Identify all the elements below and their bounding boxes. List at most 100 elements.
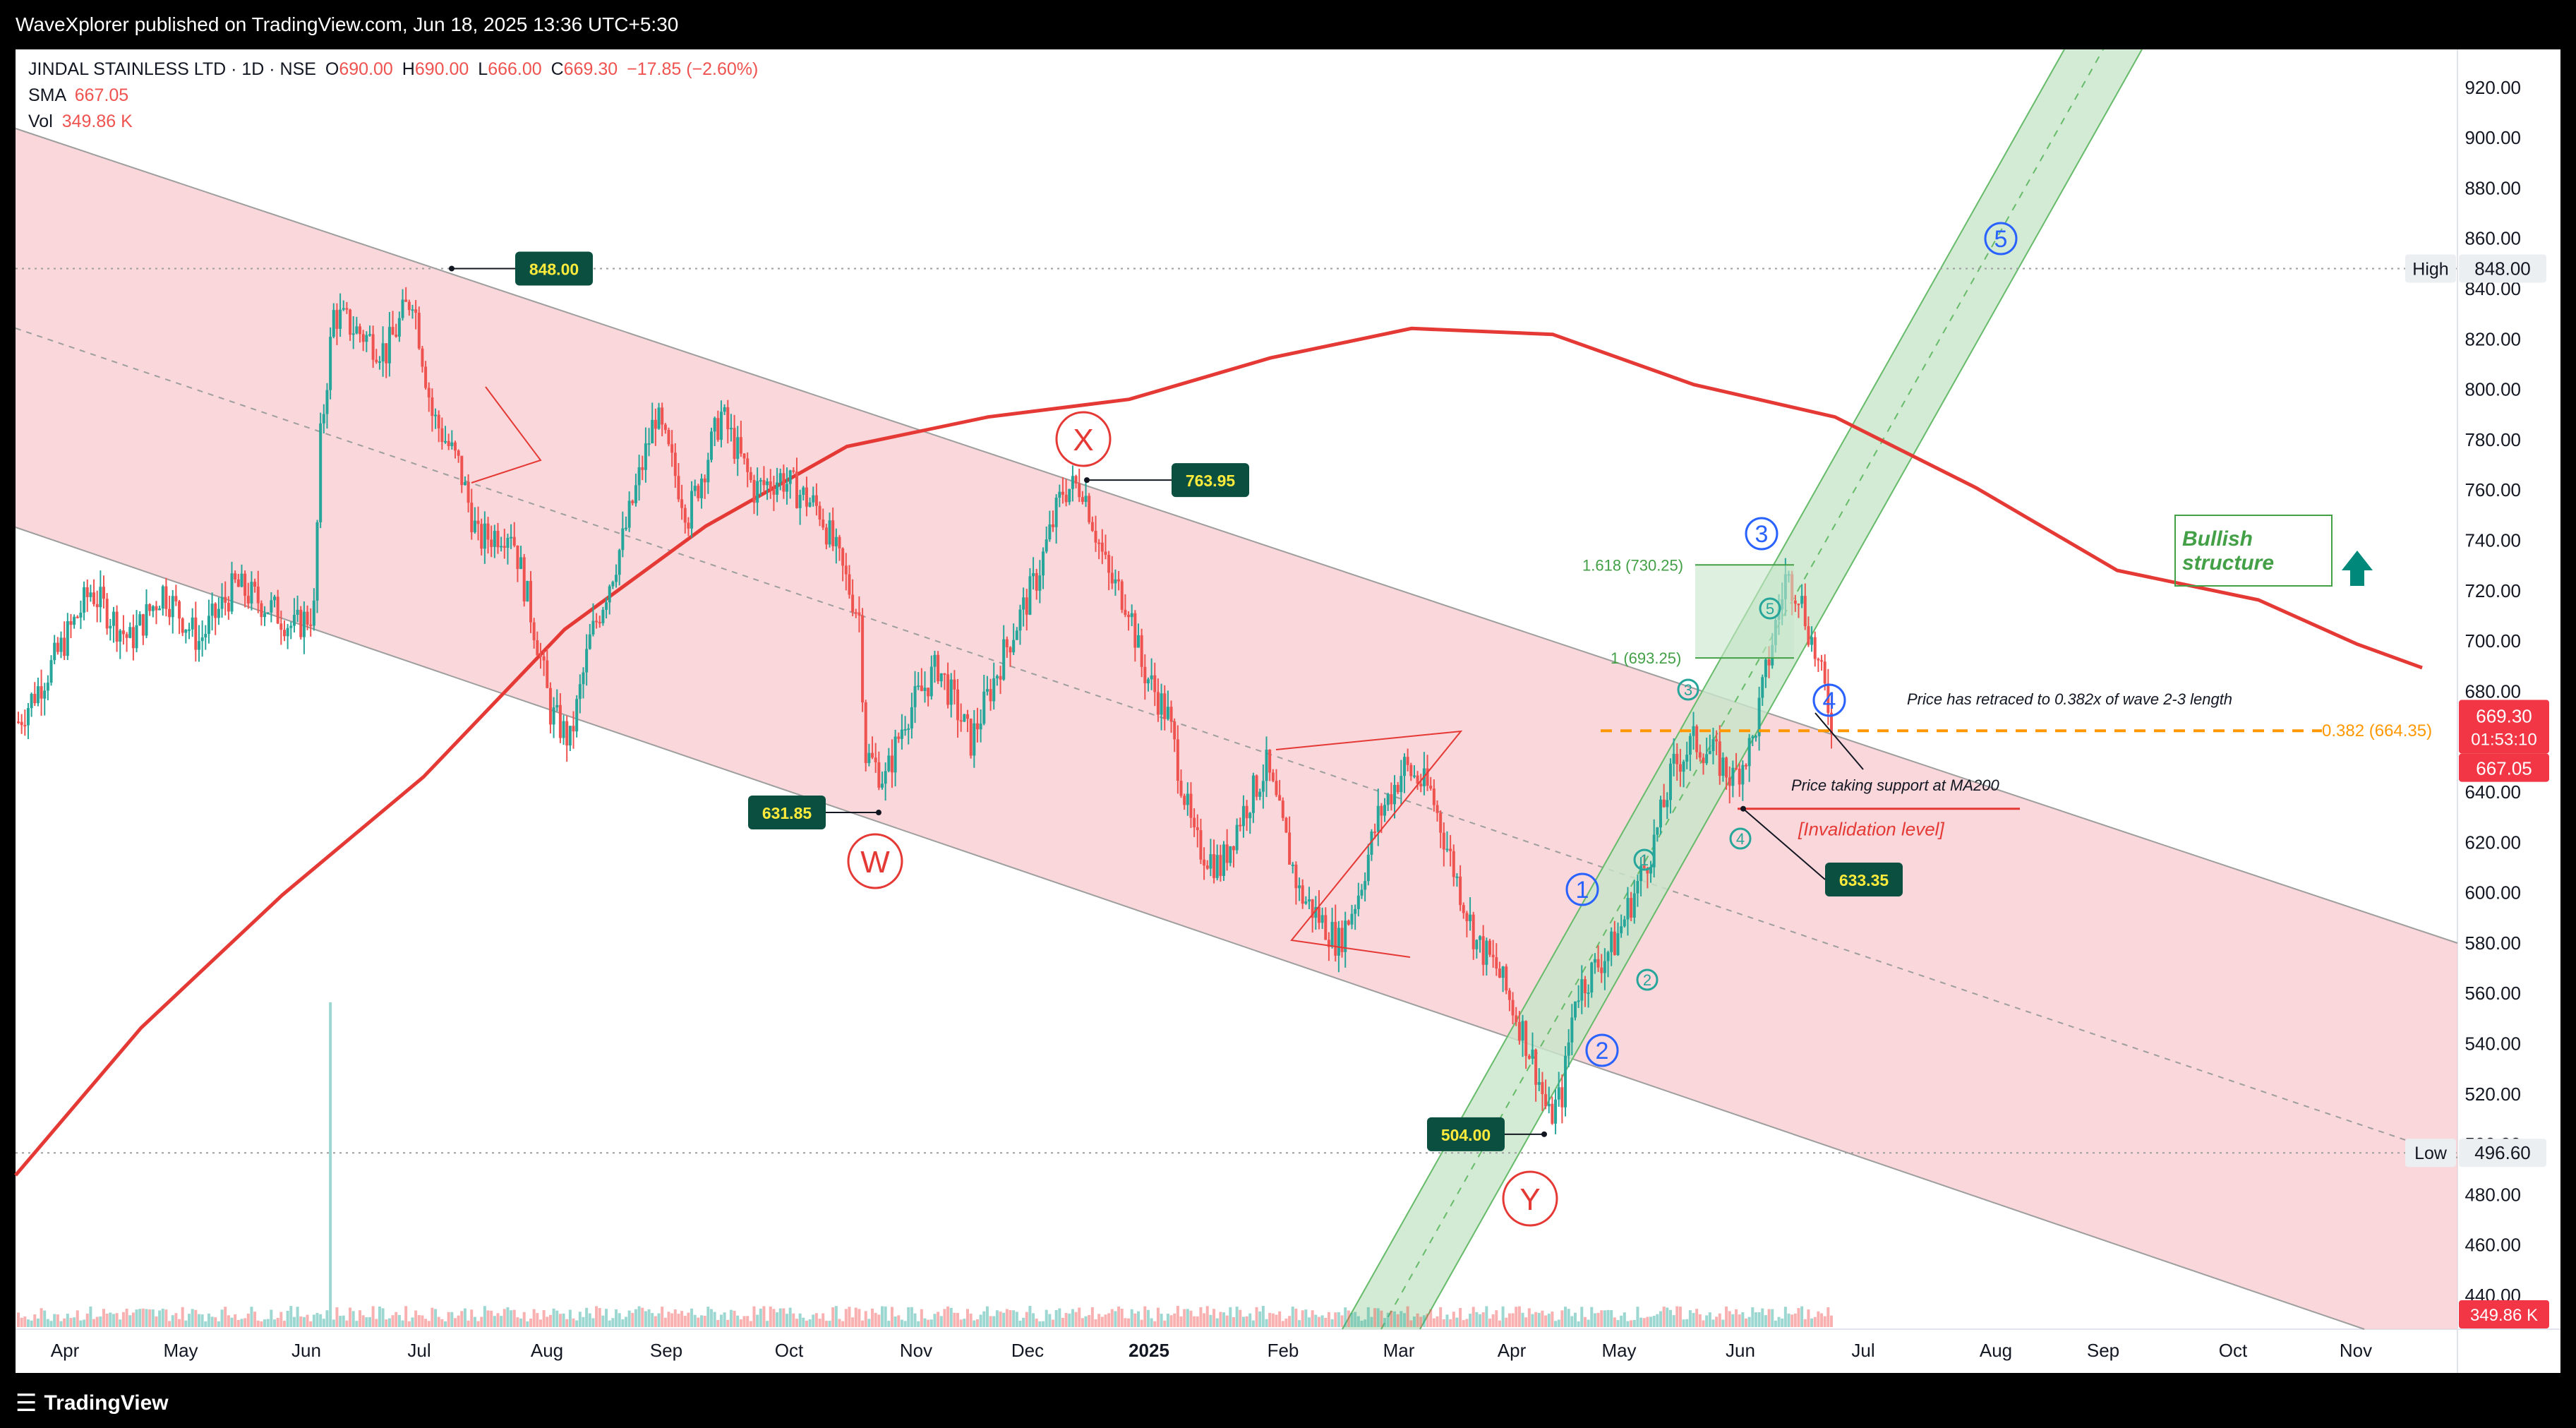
legend-sma-row[interactable]: SMA 667.05 xyxy=(28,83,758,109)
symbol-name[interactable]: JINDAL STAINLESS LTD · 1D · NSE xyxy=(28,59,316,79)
volume-bar xyxy=(1071,1309,1074,1327)
volume-bar xyxy=(1248,1313,1252,1327)
candle-body xyxy=(368,334,371,336)
candle-body xyxy=(516,545,519,570)
candle-body xyxy=(1189,793,1193,818)
candle-body xyxy=(1090,522,1094,532)
volume-bar xyxy=(49,1321,53,1327)
candle-body xyxy=(838,536,841,548)
candle-body xyxy=(654,419,657,429)
candle-body xyxy=(546,660,549,688)
candle-body xyxy=(1209,854,1212,869)
volume-bar xyxy=(480,1316,483,1327)
candle-body xyxy=(939,673,943,682)
candle-body xyxy=(1370,832,1373,855)
candle-body xyxy=(903,729,907,731)
candle-body xyxy=(66,621,69,656)
candle-body xyxy=(506,538,510,548)
volume-bar xyxy=(880,1306,884,1327)
volume-bar xyxy=(1692,1313,1695,1327)
volume-bar xyxy=(1783,1307,1787,1327)
volume-bar xyxy=(1807,1309,1810,1327)
volume-bar xyxy=(956,1312,960,1327)
candle-body xyxy=(864,702,867,764)
minor-3-label-circle xyxy=(1677,678,1699,701)
candle-body xyxy=(1810,637,1814,645)
candle-body xyxy=(1551,1103,1554,1124)
volume-bar xyxy=(431,1307,434,1327)
candle-body xyxy=(256,587,260,604)
candle-body xyxy=(663,424,667,431)
volume-bar xyxy=(385,1319,388,1327)
candle-body xyxy=(276,596,279,624)
candle-body xyxy=(1429,786,1433,789)
candle-body xyxy=(1754,736,1757,738)
publisher-text: WaveXplorer published on TradingView.com… xyxy=(16,13,679,35)
candle-body xyxy=(555,704,559,708)
volume-bar xyxy=(1045,1309,1048,1327)
volume-bar xyxy=(1360,1320,1364,1327)
volume-bar xyxy=(1271,1313,1275,1327)
pivot-tag-label: 633.35 xyxy=(1839,871,1889,889)
candle-body xyxy=(1698,752,1702,758)
volume-bar xyxy=(46,1319,49,1327)
volume-bar xyxy=(1396,1314,1400,1327)
candle-body xyxy=(224,596,227,603)
candle-body xyxy=(263,613,267,618)
volume-bar xyxy=(417,1314,421,1327)
low-tag xyxy=(2405,1139,2456,1168)
volume-bar xyxy=(854,1307,857,1327)
candle-body xyxy=(1557,1087,1560,1100)
volume-bar xyxy=(483,1306,486,1327)
volume-bar xyxy=(1275,1314,1278,1327)
candle-body xyxy=(1245,805,1248,819)
volume-bar xyxy=(1557,1319,1560,1327)
rising-channel-left xyxy=(1342,49,2065,1330)
volume-bar xyxy=(953,1312,956,1327)
volume-bar xyxy=(1507,1313,1511,1327)
volume-bar xyxy=(1186,1309,1189,1327)
candle-body xyxy=(128,627,132,638)
candle-body xyxy=(1255,775,1258,797)
volume-bar xyxy=(788,1307,792,1327)
candle-body xyxy=(874,757,877,762)
volume-bar xyxy=(697,1317,700,1327)
volume-bar xyxy=(1176,1306,1179,1327)
candle-body xyxy=(434,414,438,416)
candle-body xyxy=(424,366,428,388)
volume-bar xyxy=(437,1316,440,1327)
volume-bar xyxy=(1688,1310,1692,1327)
volume-bar xyxy=(529,1318,533,1327)
candle-body xyxy=(1573,1001,1577,1018)
candle-body xyxy=(637,467,641,486)
candle-body xyxy=(1160,693,1163,715)
volume-bar xyxy=(1642,1318,1646,1327)
wave-3-label: 3 xyxy=(1755,521,1769,548)
candle-body xyxy=(1107,555,1111,573)
volume-bar xyxy=(135,1309,138,1327)
volume-bar xyxy=(1465,1319,1469,1327)
candle-body xyxy=(1078,484,1081,498)
minor-4-label-circle xyxy=(1729,827,1752,850)
candle-body xyxy=(115,611,119,642)
volume-bar xyxy=(450,1312,454,1327)
volume-bar xyxy=(631,1312,634,1327)
legend-vol-row[interactable]: Vol 349.86 K xyxy=(28,109,758,135)
volume-bar xyxy=(512,1309,516,1327)
candle-body xyxy=(1120,581,1124,610)
tradingview-logo[interactable]: ☰ TradingView xyxy=(16,1389,169,1417)
candle-body xyxy=(1462,905,1465,913)
candle-body xyxy=(325,390,329,414)
volume-bar xyxy=(1600,1310,1603,1327)
candle-body xyxy=(1261,781,1265,792)
candle-body xyxy=(510,536,513,539)
candle-body xyxy=(985,689,989,692)
volume-bar xyxy=(1094,1319,1097,1327)
wave-x-label: X xyxy=(1073,423,1093,457)
volume-bar xyxy=(1817,1311,1820,1327)
candle-body xyxy=(43,690,47,699)
volume-bar xyxy=(1823,1316,1826,1327)
volume-bar xyxy=(33,1314,37,1327)
candle-body xyxy=(1251,775,1255,813)
